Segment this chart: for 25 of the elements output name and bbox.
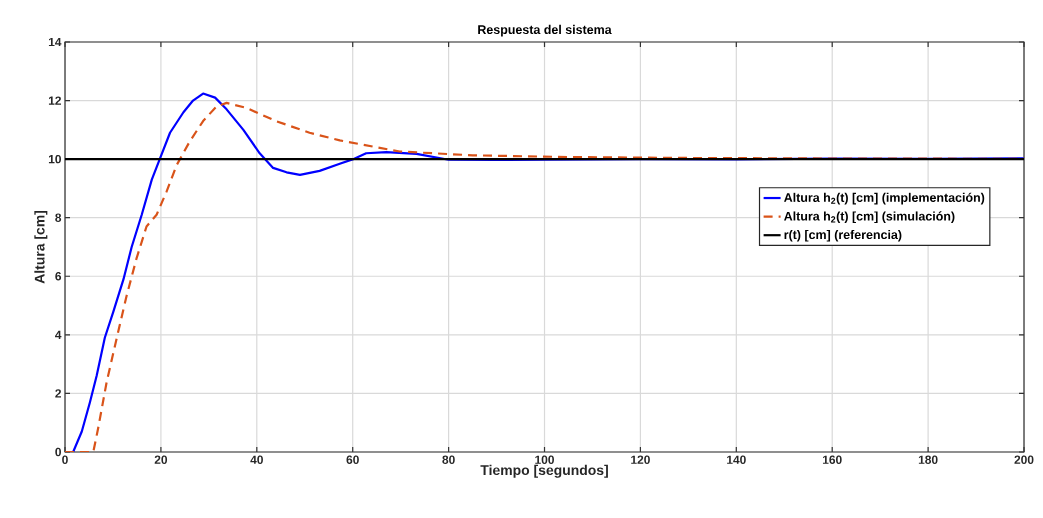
y-tick-label: 14 [48, 37, 62, 47]
y-tick-label: 2 [55, 389, 62, 398]
x-tick-label: 120 [631, 455, 650, 464]
legend-label: Altura h$_{2}$(t) [cm] (simulación) [784, 211, 955, 224]
y-tick-label: 12 [48, 96, 62, 105]
y-tick-label: 4 [55, 330, 62, 339]
y-tick-label: 8 [55, 213, 62, 222]
x-tick-label: 100 [535, 455, 554, 464]
x-tick-label: 40 [250, 455, 263, 464]
x-tick-label: 140 [727, 455, 746, 464]
y-tick-label: 6 [55, 272, 62, 281]
x-tick-label: 60 [346, 455, 359, 464]
x-tick-label: 200 [1014, 455, 1034, 464]
y-tick-label: 10 [48, 154, 61, 164]
x-tick-label: 20 [154, 455, 168, 464]
x-tick-label: 160 [822, 455, 842, 464]
x-axis-title: Tiempo [segundos] [480, 464, 608, 478]
y-axis-title: Altura [cm] [34, 210, 48, 284]
x-tick-label: 180 [918, 455, 938, 464]
legend-label: Altura h$_{2}$(t) [cm] (implementación) [784, 192, 985, 205]
legend-label: r(t) [cm] (referencia) [784, 229, 902, 242]
chart-title: Respuesta del sistema [478, 24, 612, 37]
x-tick-label: 0 [62, 455, 68, 464]
x-tick-label: 80 [442, 455, 455, 464]
y-tick-label: 0 [55, 447, 61, 457]
